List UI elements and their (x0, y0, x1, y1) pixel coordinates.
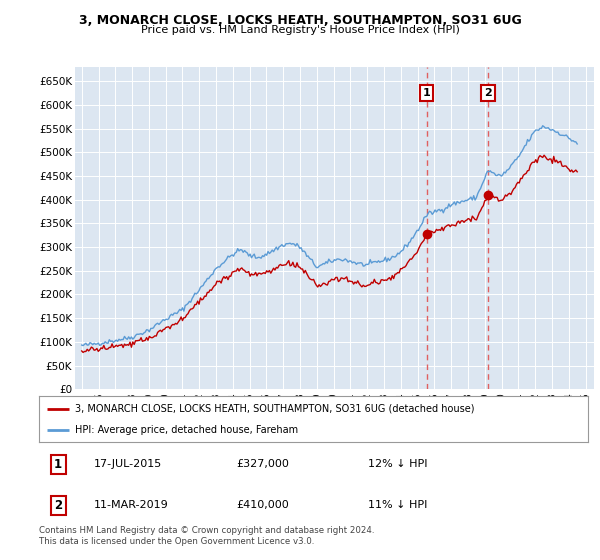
Text: 3, MONARCH CLOSE, LOCKS HEATH, SOUTHAMPTON, SO31 6UG: 3, MONARCH CLOSE, LOCKS HEATH, SOUTHAMPT… (79, 14, 521, 27)
Text: 1: 1 (54, 458, 62, 471)
Text: 3, MONARCH CLOSE, LOCKS HEATH, SOUTHAMPTON, SO31 6UG (detached house): 3, MONARCH CLOSE, LOCKS HEATH, SOUTHAMPT… (74, 404, 474, 414)
Text: Contains HM Land Registry data © Crown copyright and database right 2024.
This d: Contains HM Land Registry data © Crown c… (39, 526, 374, 546)
Text: Price paid vs. HM Land Registry's House Price Index (HPI): Price paid vs. HM Land Registry's House … (140, 25, 460, 35)
Text: 1: 1 (423, 88, 431, 98)
Text: 2: 2 (484, 88, 492, 98)
Text: 12% ↓ HPI: 12% ↓ HPI (368, 459, 428, 469)
Text: HPI: Average price, detached house, Fareham: HPI: Average price, detached house, Fare… (74, 425, 298, 435)
Text: 11% ↓ HPI: 11% ↓ HPI (368, 501, 428, 510)
Text: 11-MAR-2019: 11-MAR-2019 (94, 501, 169, 510)
Text: 2: 2 (54, 499, 62, 512)
Text: £410,000: £410,000 (236, 501, 289, 510)
Text: 17-JUL-2015: 17-JUL-2015 (94, 459, 162, 469)
Text: £327,000: £327,000 (236, 459, 290, 469)
